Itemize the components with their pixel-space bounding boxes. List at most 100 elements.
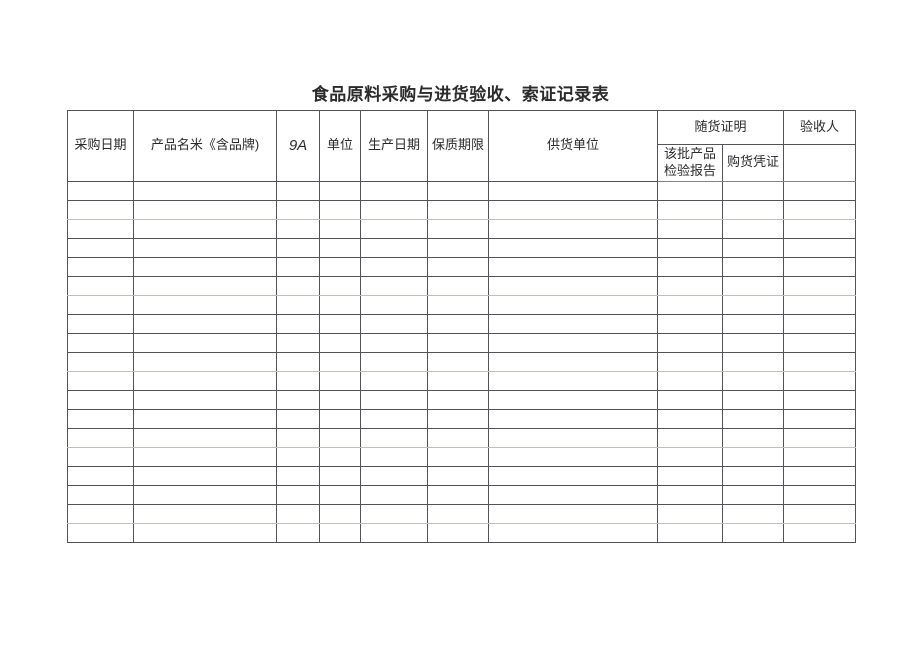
table-cell bbox=[427, 294, 489, 315]
table-cell bbox=[276, 237, 320, 258]
table-cell bbox=[783, 408, 857, 429]
table-cell bbox=[133, 408, 277, 429]
table-cell bbox=[319, 218, 361, 239]
table-row bbox=[67, 332, 857, 353]
table-cell bbox=[427, 313, 489, 334]
table-cell bbox=[488, 218, 658, 239]
table-cell bbox=[67, 465, 134, 486]
table-cell bbox=[276, 465, 320, 486]
table-cell bbox=[319, 199, 361, 220]
table-cell bbox=[783, 199, 857, 220]
table-cell bbox=[360, 370, 428, 391]
table-cell bbox=[67, 370, 134, 391]
table-cell bbox=[657, 275, 723, 296]
table-cell bbox=[319, 427, 361, 448]
table-cell bbox=[488, 199, 658, 220]
table-cell bbox=[360, 218, 428, 239]
table-cell bbox=[488, 389, 658, 410]
table-cell bbox=[67, 256, 134, 277]
table-cell bbox=[488, 351, 658, 372]
table-row bbox=[67, 446, 857, 467]
table-cell bbox=[276, 275, 320, 296]
table-cell bbox=[67, 237, 134, 258]
table-cell bbox=[427, 446, 489, 467]
table-cell bbox=[133, 484, 277, 505]
table-cell bbox=[488, 332, 658, 353]
table-cell bbox=[133, 389, 277, 410]
table-cell bbox=[360, 275, 428, 296]
header-inspector-empty-subcell bbox=[783, 144, 857, 182]
table-cell bbox=[276, 199, 320, 220]
table-cell bbox=[276, 313, 320, 334]
table-cell bbox=[721, 522, 785, 543]
table-cell bbox=[133, 332, 277, 353]
table-cell bbox=[721, 256, 785, 277]
table-cell bbox=[319, 446, 361, 467]
table-cell bbox=[427, 180, 489, 201]
table-cell bbox=[67, 484, 134, 505]
table-cell bbox=[488, 294, 658, 315]
table-cell bbox=[319, 256, 361, 277]
table-cell bbox=[783, 218, 857, 239]
table-cell bbox=[783, 313, 857, 334]
table-cell bbox=[276, 351, 320, 372]
table-cell bbox=[657, 503, 723, 524]
table-cell bbox=[276, 522, 320, 543]
header-inspector: 验收人 bbox=[783, 110, 857, 145]
table-cell bbox=[133, 351, 277, 372]
table-cell bbox=[360, 522, 428, 543]
table-row bbox=[67, 389, 857, 410]
table-cell bbox=[721, 351, 785, 372]
table-cell bbox=[319, 294, 361, 315]
table-cell bbox=[657, 446, 723, 467]
header-shelf-life: 保质期限 bbox=[427, 110, 489, 182]
table-cell bbox=[657, 351, 723, 372]
header-accompanying-certificate: 随货证明 bbox=[656, 110, 785, 145]
table-cell bbox=[783, 370, 857, 391]
table-cell bbox=[721, 199, 785, 220]
table-cell bbox=[319, 503, 361, 524]
table-cell bbox=[133, 503, 277, 524]
table-cell bbox=[67, 313, 134, 334]
header-purchase-voucher: 购货凭证 bbox=[721, 144, 785, 182]
table-cell bbox=[67, 389, 134, 410]
table-cell bbox=[360, 465, 428, 486]
table-cell bbox=[657, 237, 723, 258]
table-cell bbox=[721, 218, 785, 239]
table-cell bbox=[657, 389, 723, 410]
table-cell bbox=[360, 332, 428, 353]
table-row bbox=[67, 427, 857, 448]
table-cell bbox=[360, 408, 428, 429]
table-cell bbox=[783, 351, 857, 372]
table-cell bbox=[488, 427, 658, 448]
table-cell bbox=[783, 465, 857, 486]
table-cell bbox=[488, 180, 658, 201]
table-cell bbox=[657, 313, 723, 334]
table-cell bbox=[721, 446, 785, 467]
table-cell bbox=[783, 484, 857, 505]
table-cell bbox=[276, 408, 320, 429]
table-cell bbox=[319, 351, 361, 372]
header-row-1: 采购日期 产品名米《含品牌) 9A 单位 生产日期 保质期限 供货单位 随货证明… bbox=[67, 110, 857, 182]
table-cell bbox=[721, 427, 785, 448]
table-row bbox=[67, 294, 857, 315]
table-cell bbox=[657, 256, 723, 277]
table-cell bbox=[427, 408, 489, 429]
table-cell bbox=[488, 313, 658, 334]
table-cell bbox=[276, 332, 320, 353]
table-cell bbox=[360, 199, 428, 220]
table-cell bbox=[276, 180, 320, 201]
table-cell bbox=[276, 484, 320, 505]
table-cell bbox=[427, 332, 489, 353]
table-cell bbox=[360, 180, 428, 201]
table-cell bbox=[721, 408, 785, 429]
table-cell bbox=[427, 370, 489, 391]
table-cell bbox=[427, 256, 489, 277]
table-cell bbox=[488, 465, 658, 486]
table-cell bbox=[721, 465, 785, 486]
table-cell bbox=[657, 370, 723, 391]
table-cell bbox=[783, 332, 857, 353]
table-cell bbox=[783, 180, 857, 201]
table-row bbox=[67, 275, 857, 296]
